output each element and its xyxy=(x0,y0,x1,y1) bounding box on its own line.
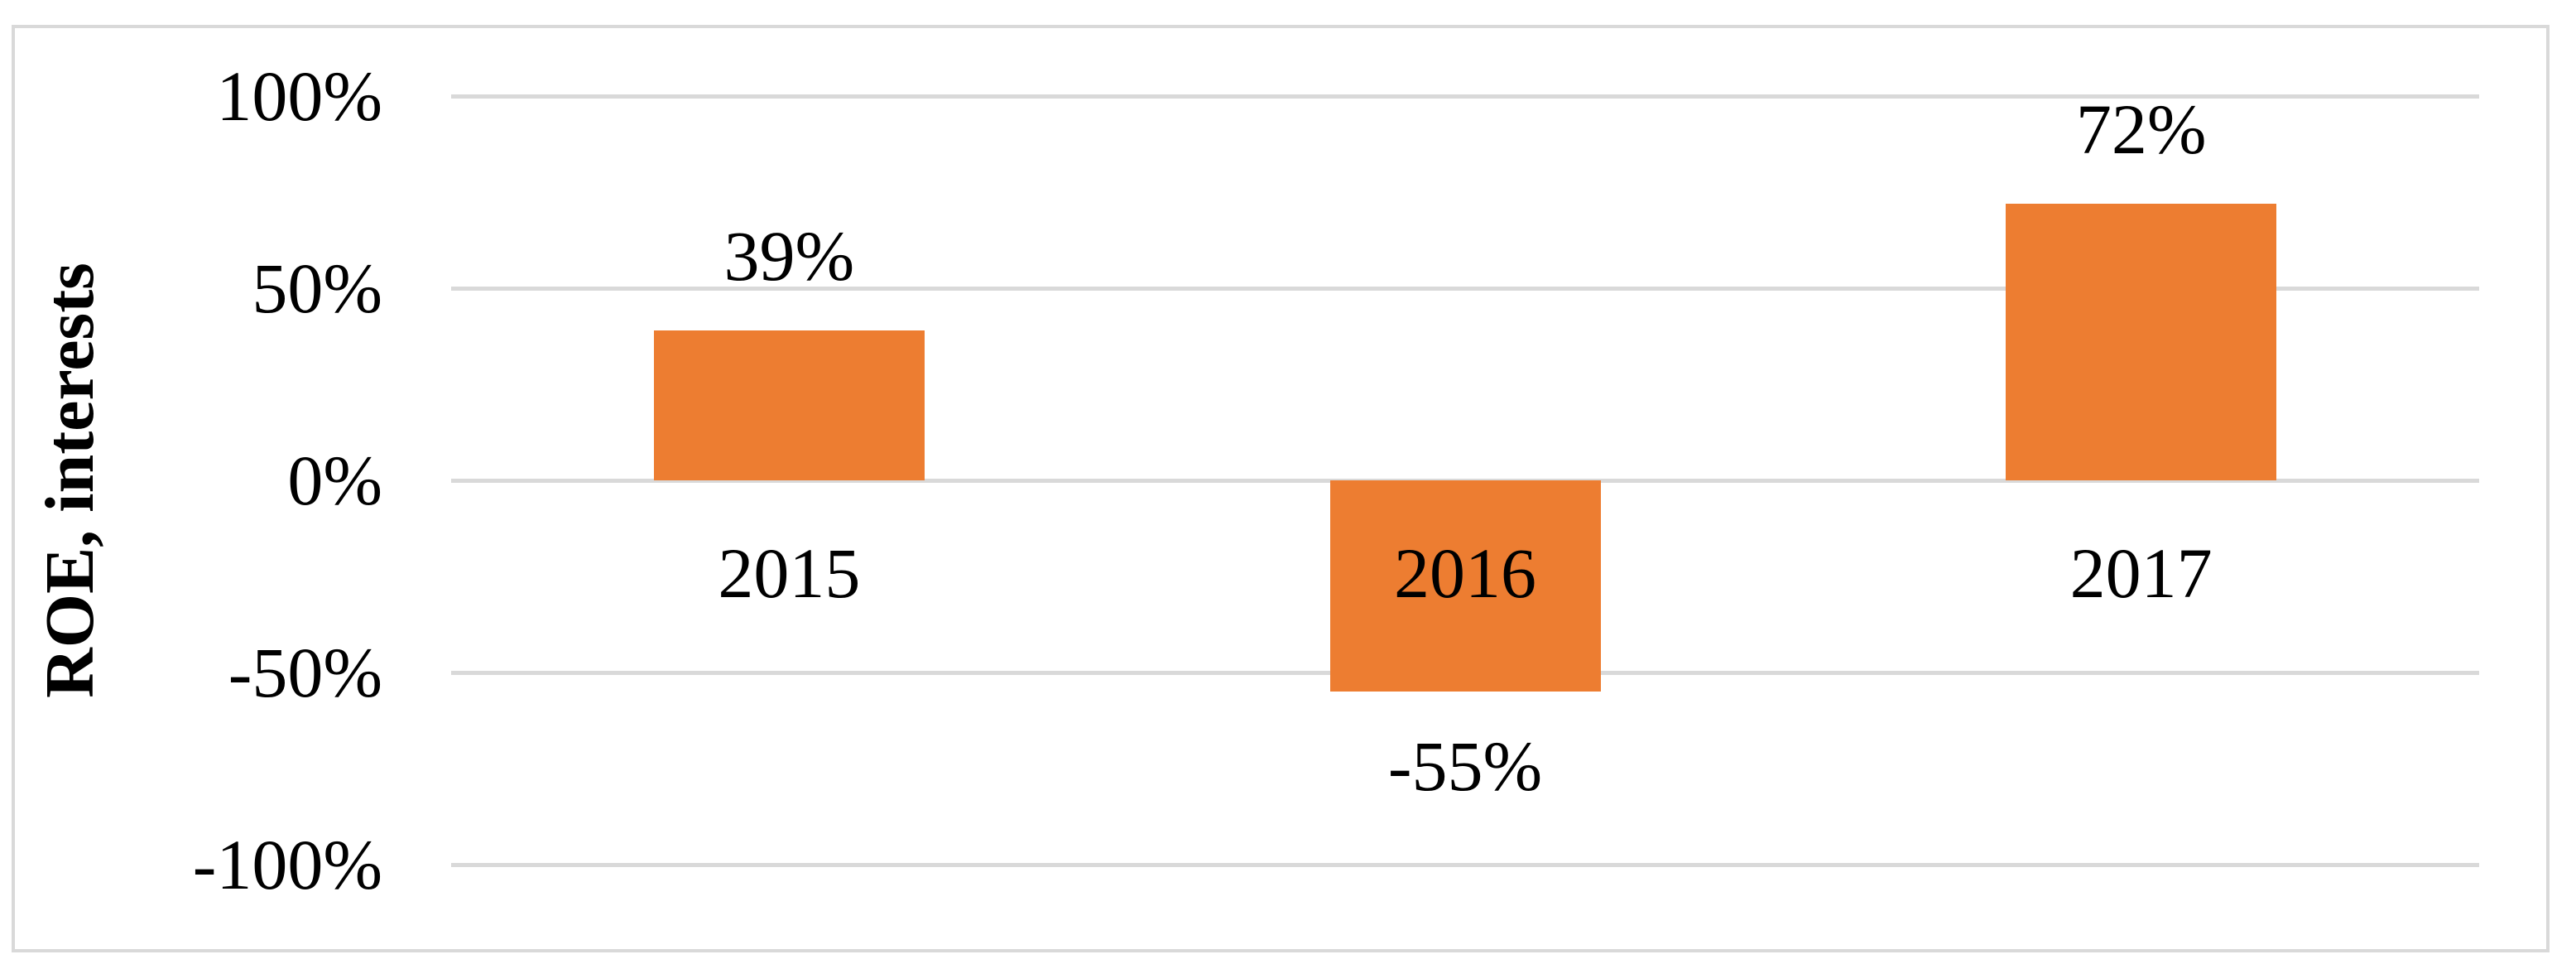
data-label-2016: -55% xyxy=(1387,726,1543,807)
data-label-2017: 72% xyxy=(2075,89,2207,169)
category-label-2017: 2017 xyxy=(2069,533,2213,613)
gridline-100% xyxy=(451,94,2479,99)
category-label-2016: 2016 xyxy=(1394,533,1536,613)
bar-2015 xyxy=(653,330,925,480)
chart-area-frame xyxy=(12,25,2550,952)
gridline--100% xyxy=(451,863,2479,867)
y-tick-label-50%: 50% xyxy=(252,248,382,328)
bar-2017 xyxy=(2006,203,2277,480)
data-label-2015: 39% xyxy=(723,216,855,296)
y-tick-label--50%: -50% xyxy=(228,633,382,712)
bar-2016 xyxy=(1329,480,1601,692)
y-tick-label--100%: -100% xyxy=(192,825,382,904)
y-tick-label-0%: 0% xyxy=(287,441,382,520)
category-label-2015: 2015 xyxy=(718,533,861,613)
gridline-50% xyxy=(451,287,2479,291)
y-tick-label-100%: 100% xyxy=(216,56,382,136)
